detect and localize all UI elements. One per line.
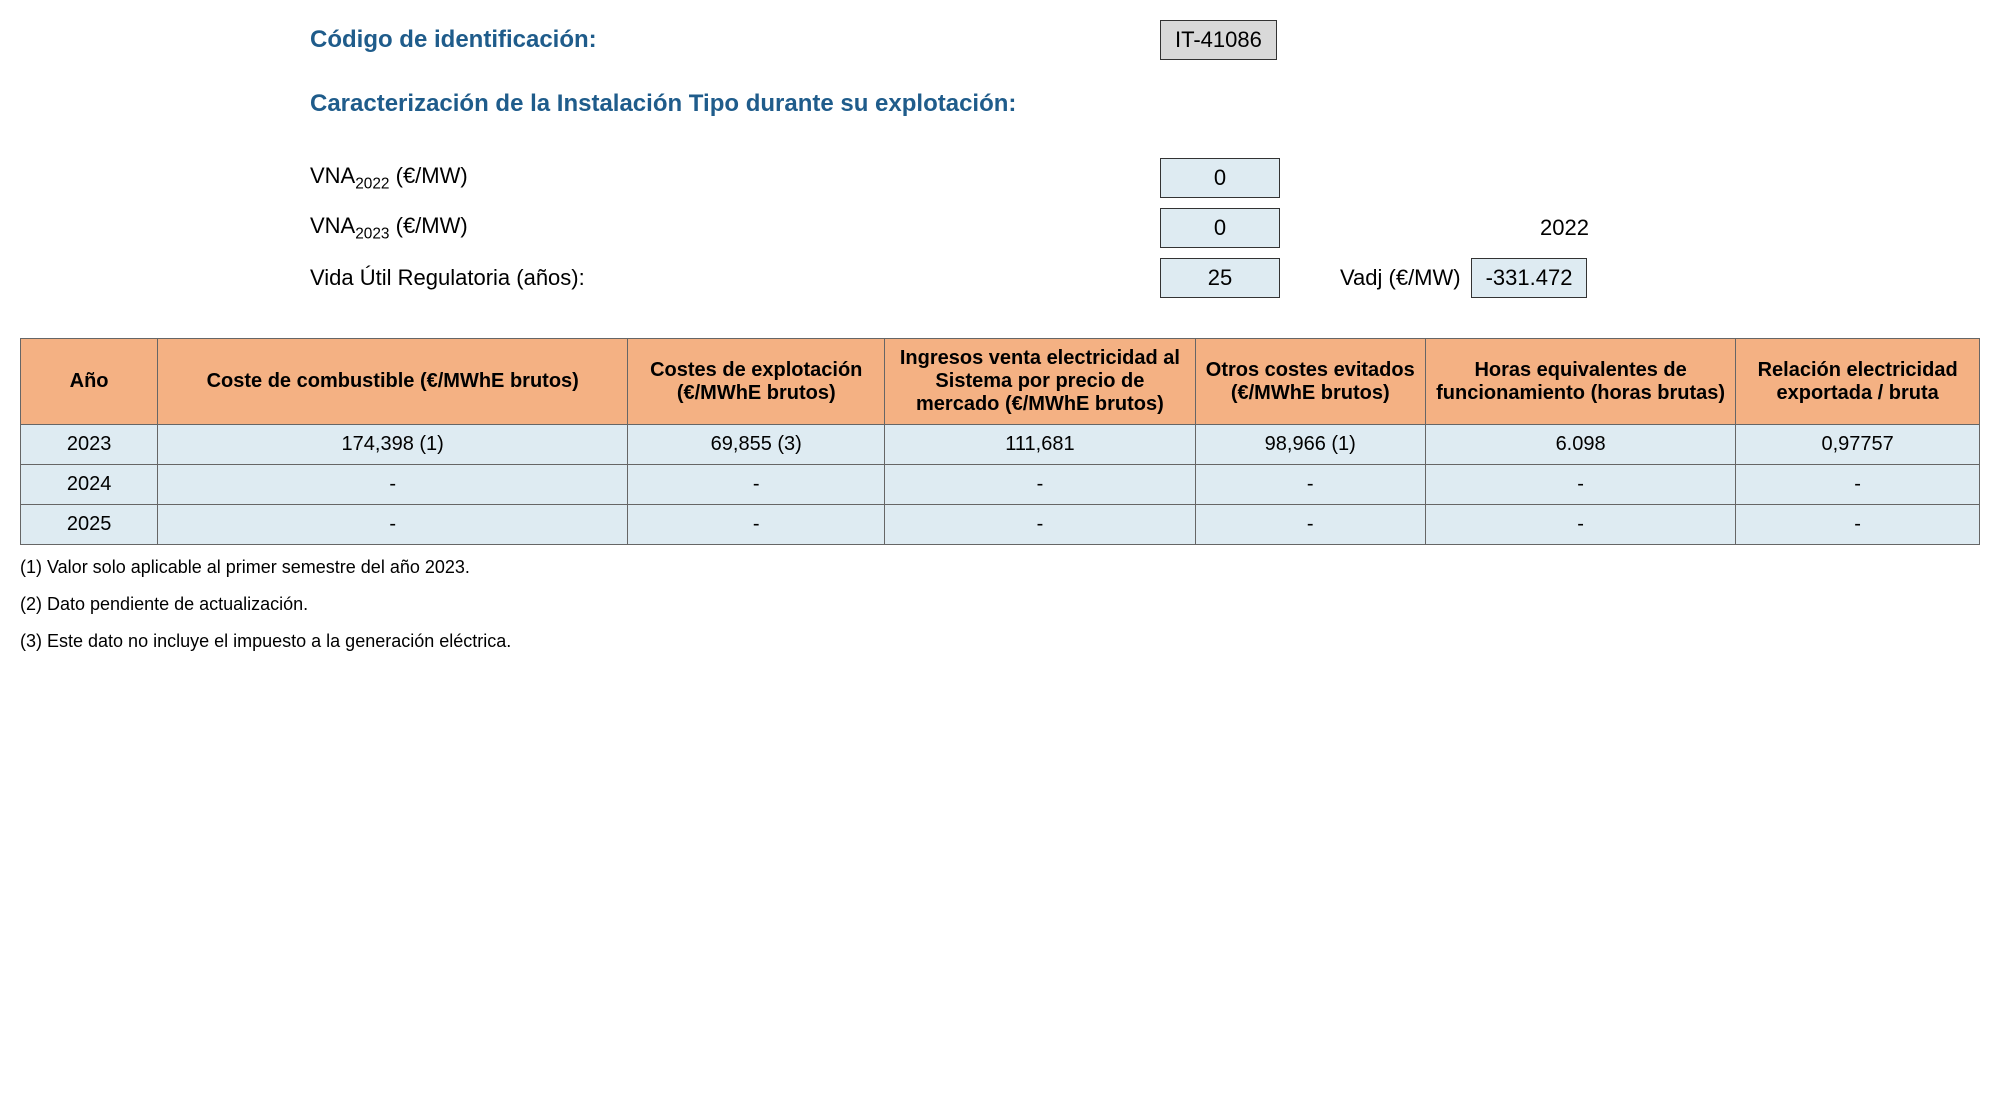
cell: -	[158, 465, 628, 505]
footnote: (2) Dato pendiente de actualización.	[20, 594, 1980, 615]
cell: -	[1425, 505, 1735, 545]
cell: -	[1736, 465, 1980, 505]
vna2022-row: VNA2022 (€/MW) 0	[310, 158, 1980, 198]
footnote: (1) Valor solo aplicable al primer semes…	[20, 557, 1980, 578]
cell: -	[1195, 505, 1425, 545]
vna2022-value: 0	[1160, 158, 1280, 198]
table-body: 2023 174,398 (1) 69,855 (3) 111,681 98,9…	[21, 425, 1980, 545]
caracterizacion-row: Caracterización de la Instalación Tipo d…	[310, 90, 1980, 118]
cell: -	[158, 505, 628, 545]
vida-row: Vida Útil Regulatoria (años): 25 Vadj (€…	[310, 258, 1980, 298]
vadj-value: -331.472	[1471, 258, 1588, 298]
th-otros: Otros costes evitados (€/MWhE brutos)	[1195, 339, 1425, 425]
th-explotacion: Costes de explotación (€/MWhE brutos)	[628, 339, 885, 425]
vna2023-row: VNA2023 (€/MW) 0 2022	[310, 208, 1980, 248]
vida-value: 25	[1160, 258, 1280, 298]
cell: -	[1195, 465, 1425, 505]
cell: -	[628, 465, 885, 505]
codigo-label: Código de identificación:	[310, 26, 1160, 54]
vna2022-label: VNA2022 (€/MW)	[310, 163, 1160, 193]
th-relacion: Relación electricidad exportada / bruta	[1736, 339, 1980, 425]
cell: 2025	[21, 505, 158, 545]
cell: -	[885, 505, 1195, 545]
vna2023-label: VNA2023 (€/MW)	[310, 213, 1160, 243]
side-year: 2022	[1540, 215, 1589, 241]
footnotes: (1) Valor solo aplicable al primer semes…	[20, 557, 1980, 652]
codigo-value: IT-41086	[1160, 20, 1277, 60]
cell: 2023	[21, 425, 158, 465]
table-row: 2025 - - - - - -	[21, 505, 1980, 545]
cell: 69,855 (3)	[628, 425, 885, 465]
cell: -	[1425, 465, 1735, 505]
vadj-label: Vadj (€/MW)	[1340, 265, 1461, 291]
document-container: Código de identificación: IT-41086 Carac…	[20, 20, 1980, 652]
cell: 2024	[21, 465, 158, 505]
cell: 111,681	[885, 425, 1195, 465]
th-horas: Horas equivalentes de funcionamiento (ho…	[1425, 339, 1735, 425]
data-table: Año Coste de combustible (€/MWhE brutos)…	[20, 338, 1980, 545]
vna2023-value: 0	[1160, 208, 1280, 248]
th-ano: Año	[21, 339, 158, 425]
table-row: 2023 174,398 (1) 69,855 (3) 111,681 98,9…	[21, 425, 1980, 465]
vadj-group: Vadj (€/MW) -331.472	[1340, 258, 1587, 298]
table-header-row: Año Coste de combustible (€/MWhE brutos)…	[21, 339, 1980, 425]
table-row: 2024 - - - - - -	[21, 465, 1980, 505]
cell: 6.098	[1425, 425, 1735, 465]
caracterizacion-label: Caracterización de la Instalación Tipo d…	[310, 90, 1160, 118]
cell: -	[885, 465, 1195, 505]
th-ingresos: Ingresos venta electricidad al Sistema p…	[885, 339, 1195, 425]
cell: -	[628, 505, 885, 545]
footnote: (3) Este dato no incluye el impuesto a l…	[20, 631, 1980, 652]
cell: -	[1736, 505, 1980, 545]
cell: 0,97757	[1736, 425, 1980, 465]
vida-label: Vida Útil Regulatoria (años):	[310, 265, 1160, 291]
header-block: Código de identificación: IT-41086 Carac…	[310, 20, 1980, 298]
codigo-row: Código de identificación: IT-41086	[310, 20, 1980, 60]
cell: 98,966 (1)	[1195, 425, 1425, 465]
th-combustible: Coste de combustible (€/MWhE brutos)	[158, 339, 628, 425]
cell: 174,398 (1)	[158, 425, 628, 465]
